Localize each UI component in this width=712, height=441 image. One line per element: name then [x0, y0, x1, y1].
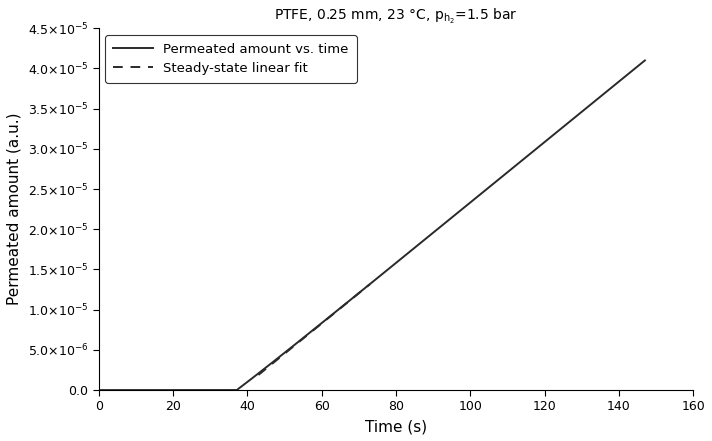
Steady-state linear fit — [366, 282, 375, 287]
Line: Steady-state linear fit: Steady-state linear fit — [258, 284, 370, 375]
Permeated amount vs. time — [422, 235, 431, 241]
Steady-state linear fit — [275, 355, 283, 361]
Legend: Permeated amount vs. time, Steady-state linear fit: Permeated amount vs. time, Steady-state … — [105, 35, 357, 83]
Permeated amount vs. time — [641, 58, 649, 63]
Y-axis label: Permeated amount (a.u.): Permeated amount (a.u.) — [7, 113, 22, 306]
Permeated amount vs. time — [163, 388, 172, 393]
Steady-state linear fit — [356, 289, 365, 295]
Steady-state linear fit — [360, 286, 369, 292]
Steady-state linear fit — [258, 369, 267, 374]
Permeated amount vs. time — [201, 388, 210, 393]
Permeated amount vs. time — [290, 343, 298, 348]
Steady-state linear fit — [284, 348, 293, 353]
X-axis label: Time (s): Time (s) — [365, 419, 427, 434]
Steady-state linear fit — [261, 367, 269, 372]
Steady-state linear fit — [254, 372, 263, 377]
Permeated amount vs. time — [576, 111, 585, 116]
Permeated amount vs. time — [95, 388, 103, 393]
Line: Permeated amount vs. time: Permeated amount vs. time — [99, 60, 645, 390]
Permeated amount vs. time — [414, 243, 422, 248]
Title: PTFE, 0.25 mm, 23 $\mathregular{°C}$, p$_{\mathregular{h_2}}$=1.5 bar: PTFE, 0.25 mm, 23 $\mathregular{°C}$, p$… — [274, 7, 518, 26]
